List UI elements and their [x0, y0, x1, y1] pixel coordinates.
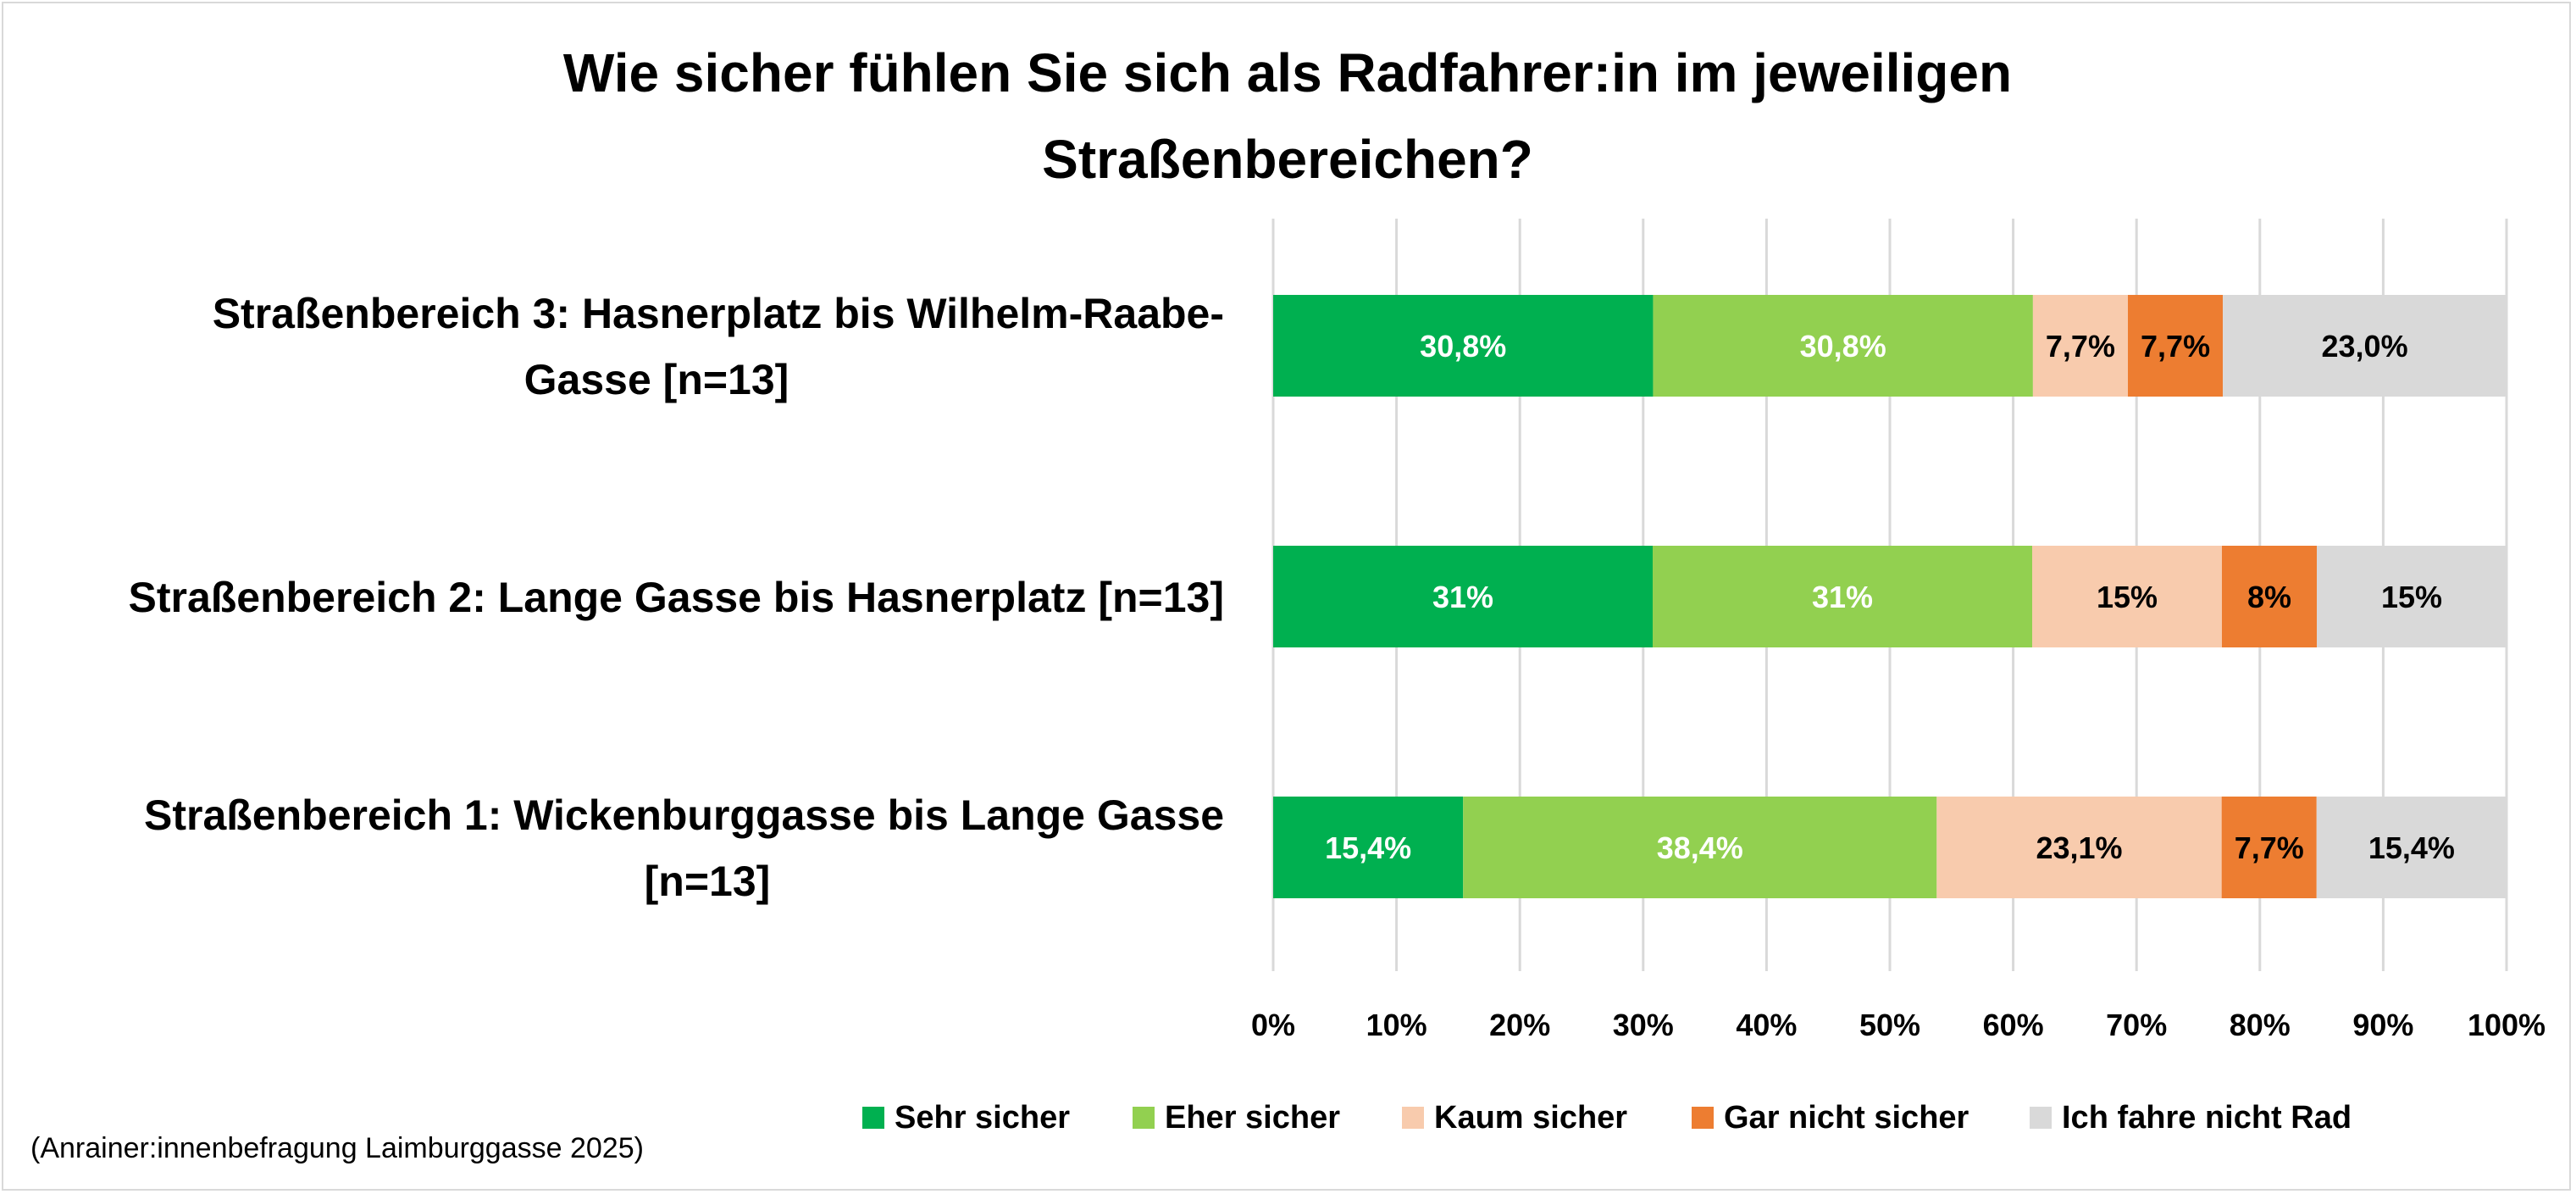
data-label: 38,4% — [1657, 830, 1743, 865]
data-label: 30,8% — [1800, 329, 1886, 364]
legend-label: Sehr sicher — [895, 1100, 1070, 1136]
bar-segment — [2032, 546, 2222, 647]
category-label: Straßenbereich 3: Hasnerplatz bis Wilhel… — [213, 290, 1224, 337]
chart-title-line: Wie sicher fühlen Sie sich als Radfahrer… — [563, 42, 2012, 103]
x-tick-label: 20% — [1489, 1008, 1550, 1042]
data-label: 23,1% — [2036, 830, 2122, 865]
bars: 30,8% 30,8% 7,7% 7,7% 23,0% 31% 31% 15% 8% 15% 15,… — [1273, 295, 2507, 898]
data-label: 15,4% — [2368, 830, 2455, 865]
data-label: 23,0% — [2322, 329, 2408, 364]
data-label: 30,8% — [1420, 329, 1506, 364]
legend-label: Eher sicher — [1165, 1100, 1340, 1136]
x-tick-label: 70% — [2106, 1008, 2167, 1042]
x-tick-label: 0% — [1251, 1008, 1295, 1042]
bar-segment — [1273, 546, 1653, 647]
x-tick-label: 60% — [1983, 1008, 2044, 1042]
bar-segment — [1273, 295, 1654, 397]
legend-swatch — [862, 1107, 884, 1129]
legend-swatch — [2030, 1107, 2052, 1129]
x-tick-label: 10% — [1366, 1008, 1427, 1042]
category-label: Straßenbereich 1: Wickenburggasse bis La… — [144, 791, 1224, 839]
chart-title-line: Straßenbereichen? — [1042, 129, 1533, 190]
data-label: 7,7% — [2235, 830, 2304, 865]
data-label: 15,4% — [1325, 830, 1411, 865]
bar-segment — [2032, 295, 2129, 397]
data-label: 15% — [2097, 580, 2158, 614]
bar-segment — [2223, 295, 2507, 397]
data-label: 7,7% — [2141, 329, 2210, 364]
chart-title: Wie sicher fühlen Sie sich als Radfahrer… — [563, 42, 2012, 190]
legend-swatch — [1133, 1107, 1155, 1129]
x-axis-ticks: 0% 10% 20% 30% 40% 50% 60% 70% 80% 90% 100% — [1251, 1008, 2546, 1042]
legend-swatch — [1692, 1107, 1714, 1129]
legend-label: Gar nicht sicher — [1724, 1100, 1969, 1136]
legend-label: Kaum sicher — [1434, 1100, 1627, 1136]
legend-label: Ich fahre nicht Rad — [2062, 1100, 2352, 1136]
bar-segment — [2128, 295, 2224, 397]
x-tick-label: 30% — [1613, 1008, 1674, 1042]
category-label: Straßenbereich 2: Lange Gasse bis Hasner… — [128, 574, 1224, 621]
data-label: 8% — [2247, 580, 2291, 614]
x-tick-label: 90% — [2352, 1008, 2413, 1042]
category-label: [n=13] — [645, 858, 771, 905]
bar-segment — [1463, 797, 1937, 898]
data-label: 31% — [1812, 580, 1873, 614]
x-tick-label: 100% — [2468, 1008, 2546, 1042]
bar-segment — [2316, 797, 2507, 898]
bar-segment — [1936, 797, 2222, 898]
legend: Sehr sicher Eher sicher Kaum sicher Gar nic… — [862, 1100, 2352, 1136]
x-tick-label: 80% — [2230, 1008, 2291, 1042]
bar-segment — [2221, 797, 2317, 898]
bar-segment — [2222, 546, 2317, 647]
source-note: (Anrainer:innenbefragung Laimburggasse 2… — [30, 1132, 644, 1164]
x-tick-label: 40% — [1736, 1008, 1797, 1042]
data-label: 7,7% — [2046, 329, 2115, 364]
data-label: 31% — [1432, 580, 1493, 614]
legend-swatch — [1402, 1107, 1424, 1129]
bar-segment — [1273, 797, 1464, 898]
bar-segment — [1653, 295, 2033, 397]
category-label: Gasse [n=13] — [524, 356, 789, 403]
category-labels: Straßenbereich 3: Hasnerplatz bis Wilhel… — [128, 290, 1224, 905]
bar-segment — [1653, 546, 2032, 647]
x-tick-label: 50% — [1859, 1008, 1920, 1042]
data-label: 15% — [2381, 580, 2442, 614]
bar-segment — [2317, 546, 2507, 647]
